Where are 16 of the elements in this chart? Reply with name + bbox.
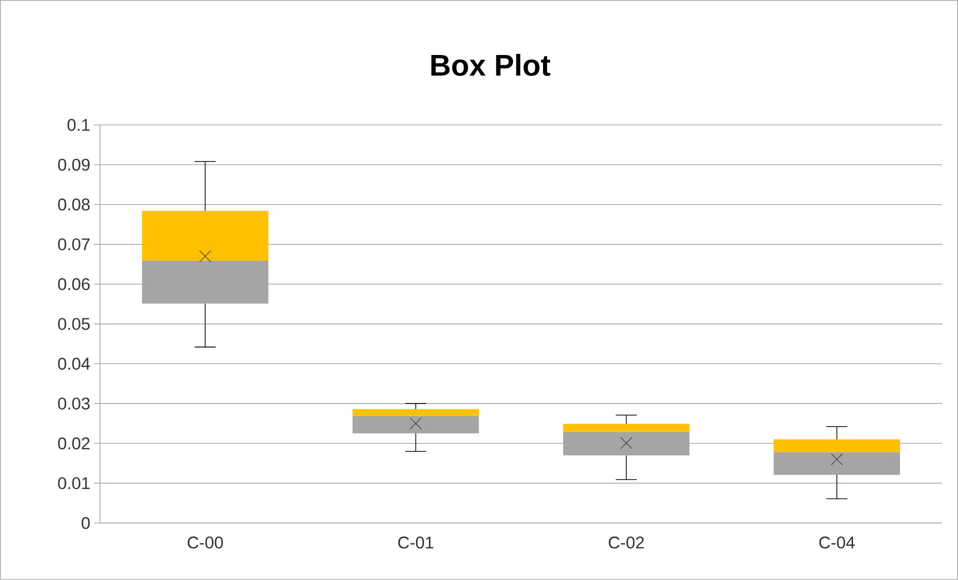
chart-title: Box Plot xyxy=(431,54,550,76)
y-tick-label: 0.08 xyxy=(58,198,90,211)
y-tick-label: 0 xyxy=(82,517,90,530)
y-tick-label: 0.04 xyxy=(58,358,90,370)
y-tick-label: 0.05 xyxy=(58,318,90,330)
y-tick-label: 0.1 xyxy=(68,118,90,131)
y-tick-label: 0.01 xyxy=(58,477,90,490)
y-tick-label: 0.03 xyxy=(58,398,90,410)
x-tick-label: C-04 xyxy=(819,536,855,549)
x-tick-label: C-01 xyxy=(398,536,434,549)
x-tick-label: C-02 xyxy=(608,536,644,549)
y-tick-label: 0.06 xyxy=(58,278,90,290)
x-tick-label: C-00 xyxy=(188,536,223,549)
y-tick-label: 0.07 xyxy=(58,238,90,250)
y-tick-label: 0.02 xyxy=(58,437,90,450)
y-tick-label: 0.09 xyxy=(58,158,90,171)
